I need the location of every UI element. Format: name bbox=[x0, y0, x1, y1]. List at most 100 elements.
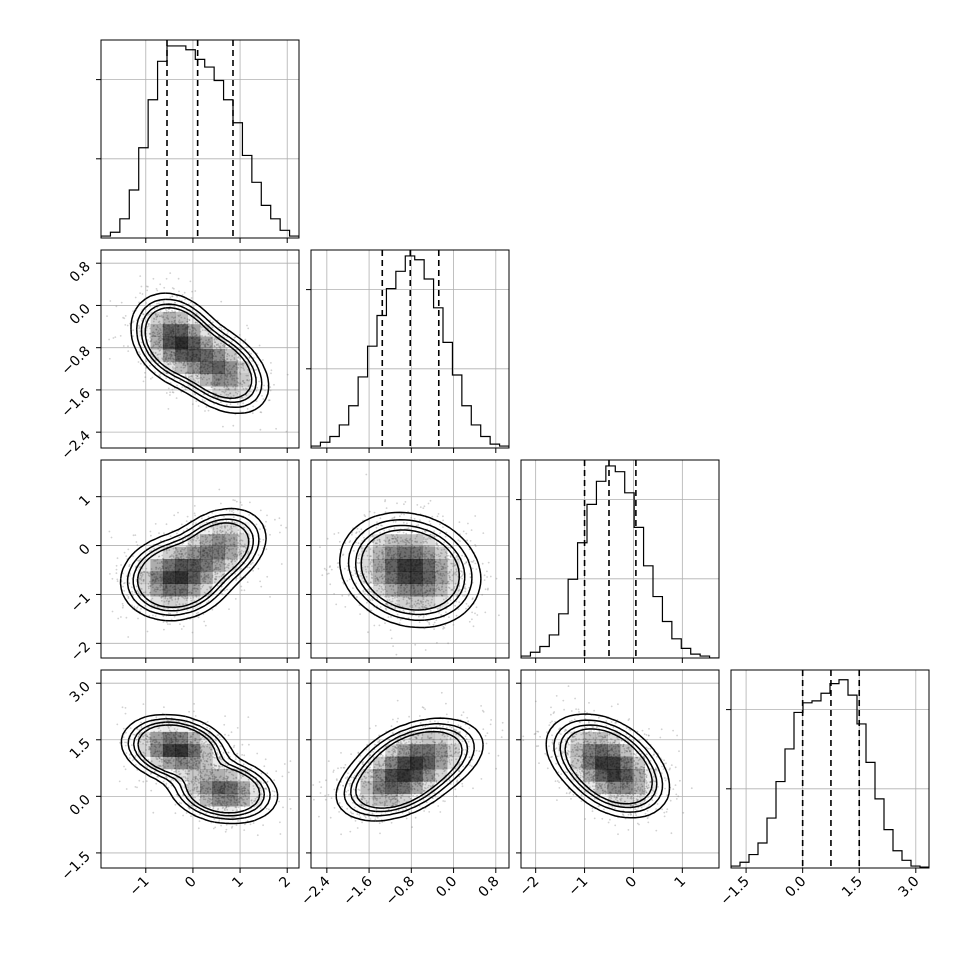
sample-point bbox=[469, 573, 472, 575]
sample-point bbox=[410, 599, 413, 602]
sample-point bbox=[167, 607, 170, 610]
sample-point bbox=[211, 383, 213, 386]
sample-point bbox=[155, 566, 157, 569]
sample-point bbox=[225, 393, 228, 396]
sample-point bbox=[177, 764, 179, 767]
sample-point bbox=[177, 758, 180, 760]
sample-point bbox=[361, 550, 364, 553]
sample-point bbox=[180, 557, 183, 560]
sample-point bbox=[428, 623, 431, 626]
sample-point bbox=[179, 623, 181, 626]
sample-point bbox=[217, 544, 219, 547]
sample-point bbox=[180, 366, 183, 369]
sample-point bbox=[465, 532, 468, 535]
sample-point bbox=[189, 280, 192, 283]
density-cell bbox=[138, 324, 151, 337]
sample-point bbox=[397, 531, 399, 534]
sample-point bbox=[229, 403, 232, 406]
sample-point bbox=[197, 766, 200, 769]
sample-point bbox=[376, 556, 378, 559]
sample-point bbox=[229, 398, 232, 401]
sample-point bbox=[150, 340, 153, 342]
sample-point bbox=[188, 332, 191, 334]
sample-point bbox=[202, 770, 205, 773]
density-cell bbox=[410, 559, 423, 572]
sample-point bbox=[202, 577, 204, 580]
sample-point bbox=[396, 613, 399, 616]
sample-point bbox=[433, 628, 435, 630]
sample-point bbox=[212, 349, 215, 352]
sample-point bbox=[163, 352, 166, 355]
sample-point bbox=[408, 598, 411, 600]
sample-point bbox=[382, 589, 385, 591]
sample-point bbox=[205, 339, 207, 342]
sample-point bbox=[215, 374, 218, 376]
sample-point bbox=[190, 555, 193, 558]
sample-point bbox=[160, 584, 163, 587]
sample-point bbox=[185, 520, 188, 522]
sample-point bbox=[167, 612, 170, 615]
sample-point bbox=[173, 514, 176, 517]
sample-point bbox=[108, 530, 111, 533]
sample-point bbox=[177, 314, 180, 317]
sample-point bbox=[342, 553, 345, 556]
sample-point bbox=[247, 551, 250, 553]
sample-point bbox=[209, 788, 212, 791]
sample-point bbox=[381, 553, 384, 556]
sample-point bbox=[255, 389, 258, 392]
sample-point bbox=[401, 539, 404, 542]
panel-1-1 bbox=[306, 249, 510, 453]
density-cell bbox=[224, 546, 238, 560]
density-cell bbox=[397, 571, 411, 585]
sample-point bbox=[402, 598, 405, 601]
sample-point bbox=[165, 377, 168, 380]
sample-point bbox=[225, 384, 228, 387]
sample-point bbox=[167, 357, 170, 360]
sample-point bbox=[483, 579, 486, 581]
sample-point bbox=[190, 549, 193, 552]
sample-point bbox=[238, 535, 240, 538]
sample-point bbox=[185, 552, 188, 554]
sample-point bbox=[437, 544, 440, 547]
sample-point bbox=[182, 366, 185, 369]
sample-point bbox=[381, 573, 384, 576]
sample-point bbox=[236, 532, 239, 535]
sample-point bbox=[241, 789, 243, 792]
sample-point bbox=[405, 603, 408, 606]
sample-point bbox=[251, 412, 254, 415]
sample-point bbox=[147, 572, 150, 575]
sample-point bbox=[391, 537, 394, 540]
sample-point bbox=[212, 350, 215, 352]
sample-point bbox=[212, 355, 215, 358]
sample-point bbox=[445, 611, 447, 614]
sample-point bbox=[181, 548, 184, 550]
sample-point bbox=[200, 376, 203, 379]
sample-point bbox=[220, 300, 223, 303]
sample-point bbox=[440, 614, 442, 616]
sample-point bbox=[383, 583, 386, 586]
sample-point bbox=[128, 582, 131, 585]
sample-point bbox=[397, 586, 400, 589]
sample-point bbox=[379, 517, 382, 520]
sample-point bbox=[229, 558, 232, 560]
sample-point bbox=[142, 380, 145, 383]
sample-point bbox=[201, 542, 204, 545]
sample-point bbox=[266, 514, 268, 517]
sample-point bbox=[144, 604, 147, 607]
sample-point bbox=[270, 369, 273, 372]
sample-point bbox=[190, 324, 193, 326]
sample-point bbox=[167, 349, 169, 352]
sample-point bbox=[360, 575, 362, 577]
density-cell bbox=[397, 559, 411, 572]
sample-point bbox=[464, 562, 466, 565]
sample-point bbox=[453, 565, 456, 567]
sample-point bbox=[379, 532, 381, 534]
sample-point bbox=[435, 543, 438, 546]
sample-point bbox=[438, 573, 440, 576]
sample-point bbox=[169, 363, 172, 366]
sample-point bbox=[236, 368, 238, 370]
sample-point bbox=[236, 359, 238, 362]
sample-point bbox=[378, 550, 381, 553]
sample-point bbox=[207, 774, 210, 777]
sample-point bbox=[400, 513, 403, 515]
